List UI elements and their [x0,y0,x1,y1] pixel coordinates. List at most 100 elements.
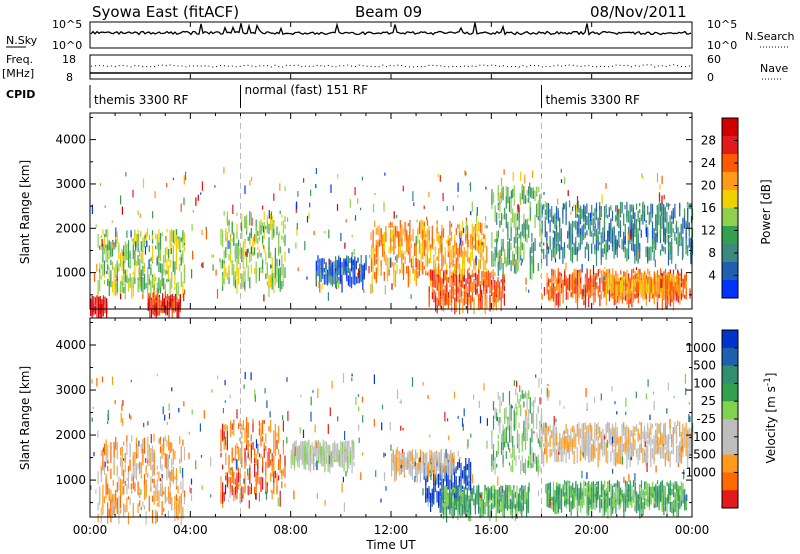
power-echo-cell [167,249,170,259]
velocity-echo-cell [457,505,459,521]
power-echo-cell [137,234,139,251]
power-echo-cell [168,301,170,306]
velocity-echo-cell [524,409,527,426]
velocity-echo-cell [497,392,499,400]
velocity-echo-cell [431,488,433,503]
power-echo-cell [552,269,555,277]
velocity-echo-cell [666,435,668,445]
power-echo-cell [655,215,657,231]
power-echo-cell [473,298,475,305]
velocity-echo-cell [632,450,634,457]
power-echo-cell [436,277,438,285]
velocity-echo-cell [508,415,511,432]
power-echo-cell [449,278,451,286]
velocity-echo-cell [182,506,184,519]
velocity-echo-cell [527,486,529,491]
power-echo-cell [583,224,585,229]
power-echo-cell [110,249,112,256]
power-echo-cell [676,281,678,291]
power-echo-cell [549,292,551,302]
velocity-echo-cell [541,449,543,464]
power-echo-cell [135,241,137,251]
velocity-echo-cell [220,438,222,452]
power-echo-cell [618,277,620,282]
velocity-echo-cell [513,485,515,492]
velocity-echo-cell [619,436,622,446]
power-echo-cell [655,277,657,287]
velocity-echo-cell [524,490,526,502]
velocity-echo-cell [147,449,149,467]
power-echo-cell [628,293,630,308]
power-echo-cell [481,295,483,309]
power-echo-cell [173,299,175,313]
power-echo-cell [658,275,660,283]
power-echo-cell [665,280,667,291]
velocity-echo-cell [163,508,165,512]
velocity-echo-cell [400,453,402,458]
power-echo-cell [679,235,681,247]
power-echo-cell [484,271,486,278]
power-echo-cell [297,191,299,197]
power-echo-cell [616,242,618,258]
power-echo-cell [106,271,108,274]
velocity-echo-cell [407,458,409,464]
power-echo-cell [383,272,385,281]
power-echo-cell [624,246,626,258]
power-echo-cell [645,227,647,238]
power-echo-cell [647,232,649,237]
power-echo-cell [282,220,284,231]
power-echo-cell [236,212,238,216]
power-echo-cell [162,293,164,307]
velocity-echo-cell [546,452,548,463]
power-echo-cell [241,213,243,228]
velocity-echo-cell [143,447,146,454]
power-echo-cell [475,280,477,284]
power-echo-cell [255,261,257,276]
velocity-echo-cell [223,431,225,440]
velocity-echo-cell [111,507,114,519]
velocity-echo-cell [166,439,168,448]
power-echo-cell [672,294,675,311]
power-echo-cell [410,258,413,268]
power-echo-cell [354,256,356,268]
power-echo-cell [344,261,346,270]
power-echo-cell [370,258,373,270]
velocity-echo-cell [457,486,459,492]
velocity-echo-cell [624,450,626,455]
power-echo-cell [123,245,125,256]
velocity-echo-cell [121,459,123,476]
power-echo-cell [132,238,134,246]
velocity-echo-cell [565,446,567,464]
power-echo-cell [573,242,575,255]
power-echo-cell [172,260,174,272]
power-echo-cell [467,239,469,248]
power-echo-cell [407,271,409,288]
velocity-echo-cell [143,437,146,453]
power-echo-cell [107,264,109,271]
velocity-echo-cell [298,456,300,468]
velocity-echo-cell [619,442,622,456]
power-echo-cell [360,266,362,282]
power-echo-cell [340,232,342,241]
velocity-echo-cell [664,452,666,467]
velocity-echo-cell [666,441,668,445]
power-echo-cell [103,280,106,285]
velocity-echo-cell [252,441,254,450]
velocity-echo-cell [667,434,670,442]
power-echo-cell [508,196,511,203]
freq-left-tick-top: 18 [62,53,76,66]
power-echo-cell [474,262,477,275]
velocity-echo-cell [233,487,235,502]
power-echo-cell [467,297,469,314]
velocity-echo-cell [602,441,604,454]
power-echo-cell [605,183,607,189]
velocity-echo-cell [508,403,511,416]
power-echo-cell [647,205,649,215]
velocity-echo-cell [655,439,657,444]
power-echo-cell [532,190,535,199]
velocity-echo-cell [169,442,171,452]
power-echo-cell [645,279,647,291]
velocity-echo-cell [282,446,284,455]
velocity-echo-cell [151,478,154,483]
velocity-echo-cell [163,491,165,495]
